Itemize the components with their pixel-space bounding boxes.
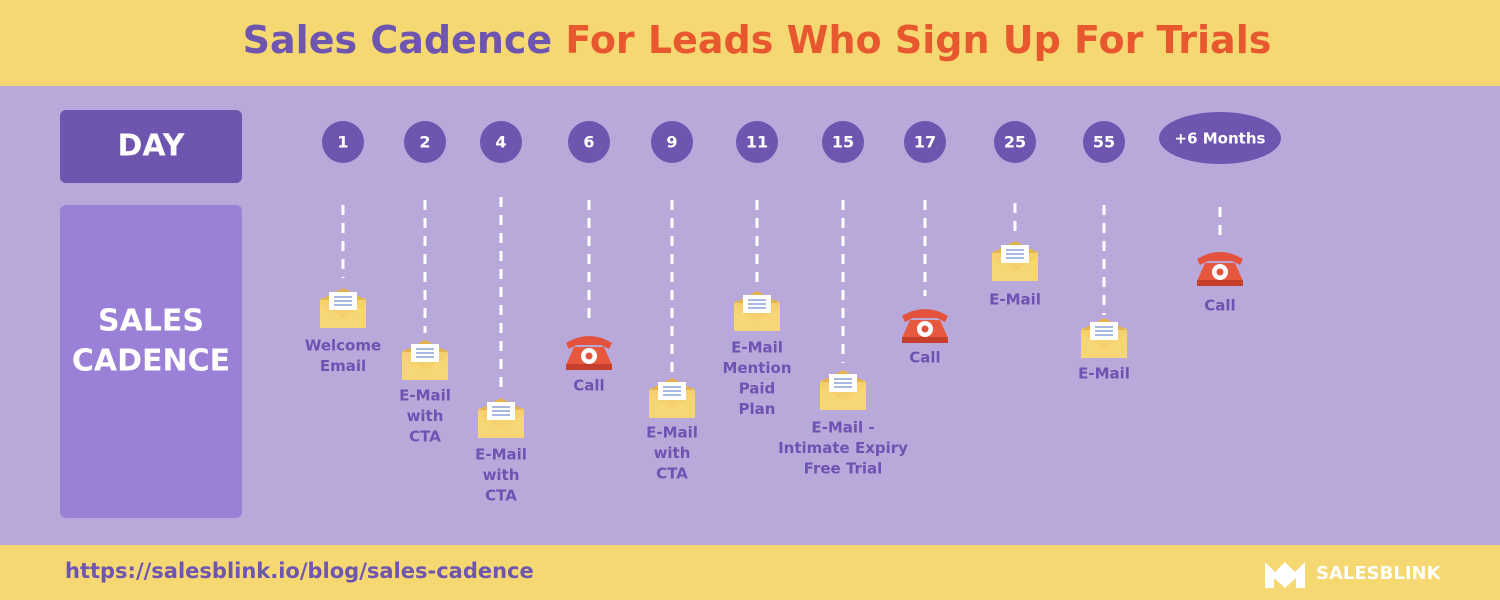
envelope-front [734, 307, 780, 331]
step-label: E-Mail [731, 339, 783, 357]
step-label: E-Mail [989, 291, 1041, 309]
day-badge [651, 121, 693, 163]
step: 15 E-Mail - Intimate Expiry Free Trial [778, 121, 908, 478]
envelope-front [1081, 334, 1127, 358]
step-label: Plan [739, 400, 776, 418]
day-number: 4 [495, 133, 506, 152]
step-label: Email [320, 357, 366, 375]
step-label: E-Mail [475, 446, 527, 464]
envelope-front [820, 386, 866, 410]
step-label: Call [1204, 297, 1235, 315]
envelope-front [402, 356, 448, 380]
day-number: 15 [832, 133, 854, 152]
phone-dial-center [1216, 268, 1224, 276]
day-badge [480, 121, 522, 163]
day-number: 11 [746, 133, 768, 152]
step-label: CTA [409, 428, 441, 446]
step: 17 Call [902, 121, 948, 367]
step-label: Call [573, 377, 604, 395]
step: 4 E-Mail with CTA [475, 121, 527, 505]
day-badge [1159, 112, 1281, 164]
phone-foot [1197, 280, 1243, 286]
day-number: 1 [337, 133, 348, 152]
title: Sales Cadence For Leads Who Sign Up For … [243, 18, 1272, 62]
footer-url[interactable]: https://salesblink.io/blog/sales-cadence [65, 559, 534, 583]
cadence-box [60, 205, 242, 518]
step-label: with [407, 407, 444, 425]
phone-foot [566, 364, 612, 370]
phone-dial-center [585, 352, 593, 360]
day-number: +6 Months [1175, 130, 1266, 148]
title-part1: Sales Cadence [243, 18, 553, 62]
day-box [60, 110, 242, 183]
step: 25 E-Mail [989, 121, 1041, 309]
day-badge [736, 121, 778, 163]
step: 2 E-Mail with CTA [399, 121, 451, 446]
envelope-front [478, 414, 524, 438]
day-number: 9 [666, 133, 677, 152]
cadence-label: SALES [98, 304, 204, 339]
header-band [0, 0, 1500, 86]
step: 6 Call [566, 121, 612, 395]
title-part2: For Leads Who Sign Up For Trials [565, 18, 1271, 62]
step: 55 E-Mail [1078, 121, 1130, 383]
day-badge [322, 121, 364, 163]
logo-icon [1265, 562, 1305, 588]
phone-handset [566, 336, 612, 349]
brand-logo: SALESBLINK [1265, 562, 1442, 588]
cadence-label: CADENCE [72, 344, 230, 379]
phone-foot [902, 337, 948, 343]
day-badge [568, 121, 610, 163]
day-badge [822, 121, 864, 163]
phone-dial-center [921, 325, 929, 333]
day-label: DAY [118, 129, 186, 164]
envelope-front [320, 304, 366, 328]
day-number: 2 [419, 133, 430, 152]
step: +6 Months Call [1159, 112, 1281, 315]
steps: 1 Welcome Email 2 E-Mail with CTA 4 E-Mail with CT… [305, 112, 1281, 505]
step: 9 E-Mail with CTA [646, 121, 698, 483]
step-label: E-Mail [646, 424, 698, 442]
step-label: E-Mail [1078, 365, 1130, 383]
day-number: 17 [914, 133, 936, 152]
step-label: with [483, 466, 520, 484]
envelope-front [649, 394, 695, 418]
step-label: Welcome [305, 337, 381, 355]
step-label: Free Trial [804, 460, 883, 478]
step-label: Mention [722, 359, 791, 377]
day-number: 25 [1004, 133, 1026, 152]
step: 1 Welcome Email [305, 121, 381, 375]
day-number: 55 [1093, 133, 1115, 152]
footer-band [0, 545, 1500, 600]
day-badge [1083, 121, 1125, 163]
step-label: Intimate Expiry [778, 439, 908, 457]
step-label: Call [909, 349, 940, 367]
step-label: E-Mail [399, 387, 451, 405]
step-label: CTA [656, 465, 688, 483]
phone-handset [1197, 252, 1243, 265]
phone-handset [902, 309, 948, 322]
day-badge [904, 121, 946, 163]
step-label: E-Mail - [811, 419, 874, 437]
step: 11 E-Mail Mention Paid Plan [722, 121, 792, 418]
envelope-front [992, 257, 1038, 281]
brand-name: SALESBLINK [1316, 563, 1442, 584]
day-badge [404, 121, 446, 163]
day-badge [994, 121, 1036, 163]
step-label: with [654, 444, 691, 462]
step-label: CTA [485, 487, 517, 505]
step-label: Paid [739, 380, 776, 398]
day-number: 6 [583, 133, 594, 152]
